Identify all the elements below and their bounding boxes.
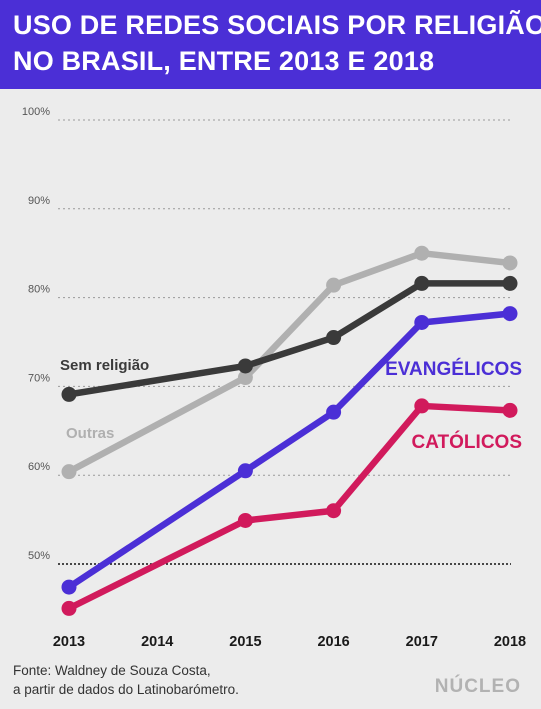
x-tick-label-2015: 2015 [229,634,261,650]
series-label-3: CATÓLICOS [412,431,522,453]
data-point-3-2013 [61,600,77,616]
brand-logo: NÚCLEO [434,676,521,697]
series-label-2: EVANGÉLICOS [385,358,522,380]
y-tick-label-50: 50% [28,550,50,562]
series-label-1: Sem religião [60,357,149,374]
data-point-2-2015 [237,463,253,479]
chart-title-line-2: NO BRASIL, ENTRE 2013 E 2018 [13,46,435,76]
data-point-2-2016 [326,404,342,420]
y-tick-label-100: 100% [22,106,50,118]
data-point-0-2018 [502,255,518,271]
chart-title-line-1: USO DE REDES SOCIAIS POR RELIGIÃO [13,10,541,40]
data-point-3-2016 [326,503,342,519]
data-point-3-2015 [237,512,253,528]
header-banner: USO DE REDES SOCIAIS POR RELIGIÃO NO BRA… [0,0,541,89]
data-point-3-2017 [414,398,430,414]
line-chart: 50% 60% 70% 80% 90% 100% 2013 2014 2015 2016 2017 2… [22,106,526,650]
data-point-2-2013 [61,579,77,595]
x-tick-label-2018: 2018 [494,634,526,650]
x-tick-label-2017: 2017 [406,634,438,650]
y-tick-label-60: 60% [28,461,50,473]
data-point-1-2015 [237,358,253,374]
data-point-1-2018 [502,275,518,291]
data-point-2-2017 [414,314,430,330]
y-tick-label-80: 80% [28,284,50,296]
data-point-0-2015 [237,370,253,386]
source-line-2: a partir de dados do Latinobarómetro. [13,682,239,697]
data-point-3-2018 [502,402,518,418]
data-point-1-2017 [414,275,430,291]
data-point-0-2016 [326,277,342,293]
source-line-1: Fonte: Waldney de Souza Costa, [13,663,211,678]
y-tick-label-90: 90% [28,195,50,207]
source-note: Fonte: Waldney de Souza Costa, a partir … [13,661,239,699]
y-tick-label-70: 70% [28,372,50,384]
data-point-0-2013 [61,464,77,480]
data-point-2-2018 [502,306,518,322]
x-tick-label-2014: 2014 [141,634,173,650]
data-point-0-2017 [414,245,430,261]
data-point-1-2016 [326,330,342,346]
x-tick-label-2013: 2013 [53,634,85,650]
x-tick-label-2016: 2016 [317,634,349,650]
data-point-1-2013 [61,386,77,402]
series-label-0: Outras [66,425,114,442]
